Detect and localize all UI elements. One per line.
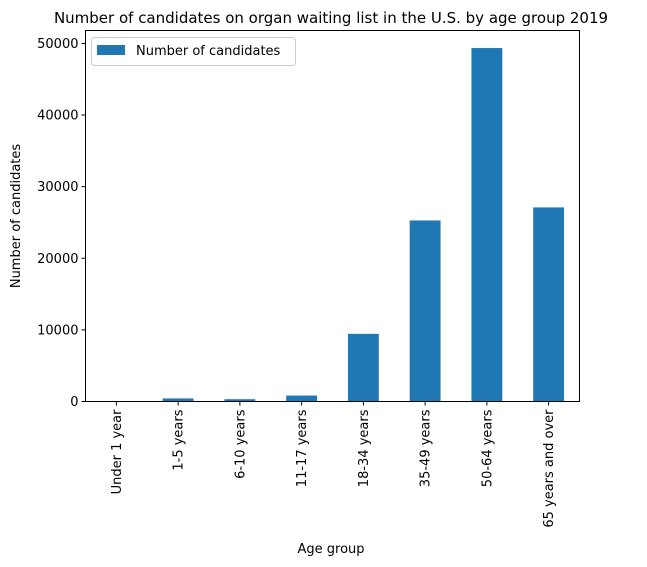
bar bbox=[471, 48, 503, 402]
y-tick-label: 40000 bbox=[37, 109, 78, 124]
x-tick-label: 18-34 years bbox=[357, 409, 372, 487]
bar bbox=[347, 333, 379, 402]
x-tick-label: 1-5 years bbox=[172, 409, 187, 470]
x-axis-ticks: Under 1 year 1-5 years 6-10 years 11-17 yea… bbox=[110, 401, 557, 528]
x-tick-label: Under 1 year bbox=[110, 409, 125, 495]
legend: Number of candidates bbox=[91, 37, 296, 66]
plot-frame bbox=[85, 30, 580, 402]
bar bbox=[224, 399, 256, 402]
bar bbox=[409, 220, 441, 402]
x-tick-label: 65 years and over bbox=[542, 409, 557, 528]
bar bbox=[286, 395, 318, 402]
legend-swatch bbox=[97, 45, 125, 55]
y-tick-label: 30000 bbox=[37, 180, 78, 195]
y-tick-label: 20000 bbox=[37, 252, 78, 267]
x-tick-label: 50-64 years bbox=[480, 409, 495, 487]
bars-group bbox=[100, 48, 565, 402]
bar bbox=[533, 207, 565, 402]
legend-label: Number of candidates bbox=[136, 44, 281, 59]
y-axis-label: Number of candidates bbox=[9, 144, 24, 289]
y-tick-label: 0 bbox=[70, 395, 78, 410]
x-tick-label: 6-10 years bbox=[233, 409, 248, 479]
legend-frame bbox=[91, 37, 296, 66]
bar bbox=[162, 398, 194, 402]
x-tick-label: 11-17 years bbox=[295, 409, 310, 487]
y-tick-label: 10000 bbox=[37, 323, 78, 338]
x-axis-label: Age group bbox=[297, 542, 364, 557]
chart-title: Number of candidates on organ waiting li… bbox=[54, 9, 608, 27]
x-tick-label: 35-49 years bbox=[419, 409, 434, 487]
y-tick-label: 50000 bbox=[37, 37, 78, 52]
y-axis-ticks: 0 10000 20000 30000 40000 50000 bbox=[37, 37, 86, 410]
